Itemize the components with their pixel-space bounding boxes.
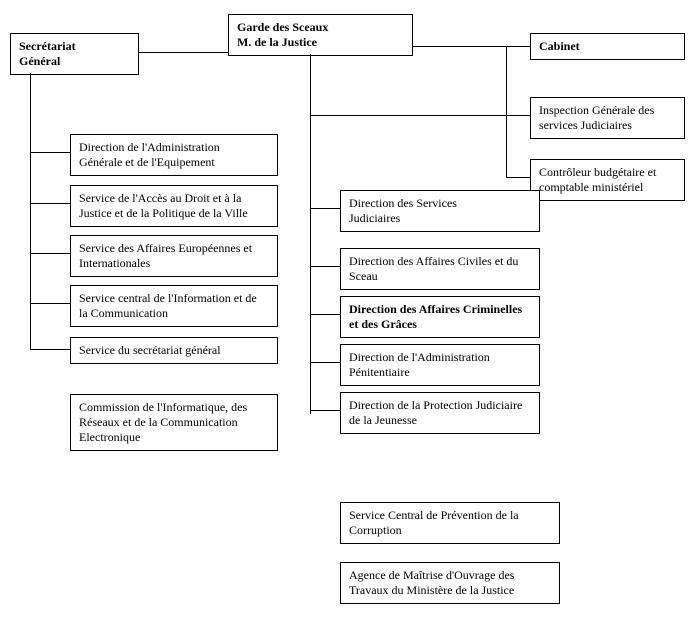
node-title-line2: Général [19,54,60,68]
node-text-l1: Inspection Générale des [539,103,654,117]
node-text-l1: Direction des Affaires Criminelles [349,302,522,316]
node-text-l2: de la Jeunesse [349,413,417,427]
connector [30,303,70,304]
node-service-prevention-corruption: Service Central de Prévention de la Corr… [340,502,560,544]
node-text-l2: Judiciaires [349,211,400,225]
connector [506,115,530,116]
connector [310,410,340,411]
node-garde-sceaux: Garde des Sceaux M. de la Justice [228,14,413,56]
connector [310,266,340,267]
connector [310,362,340,363]
node-text-l2: Internationales [79,256,150,270]
connector [30,152,70,153]
node-sg-acces-droit: Service de l'Accès au Droit et à la Just… [70,185,278,227]
node-text-l1: Direction de l'Administration [79,140,220,154]
node-text-l1: Direction des Services [349,196,457,210]
connector [310,314,340,315]
node-text-l1: Service de l'Accès au Droit et à la [79,191,241,205]
node-cabinet: Cabinet [530,33,685,60]
node-text-l1: Service Central de Prévention de la [349,508,519,522]
node-sg-direction-administration: Direction de l'Administration Générale e… [70,134,278,176]
node-sg-commission-informatique: Commission de l'Informatique, des Réseau… [70,394,278,451]
connector [413,46,530,47]
node-text-l1: Direction de l'Administration [349,350,490,364]
connector [30,253,70,254]
node-text-l1: Contrôleur budgétaire et [539,165,656,179]
connector [139,52,228,53]
node-text-l2: Pénitentiaire [349,365,410,379]
node-text-l2: comptable ministériel [539,180,643,194]
node-title-line1: Secrétariat [19,39,76,53]
node-title-line2: M. de la Justice [237,35,317,49]
node-text-l2: Générale et de l'Equipement [79,155,215,169]
node-text-l1: Service des Affaires Européennes et [79,241,252,255]
node-sg-information-communication: Service central de l'Information et de l… [70,285,278,327]
node-direction-affaires-criminelles: Direction des Affaires Criminelles et de… [340,296,540,338]
node-sg-affaires-europeennes: Service des Affaires Européennes et Inte… [70,235,278,277]
connector [310,115,506,116]
node-sg-secretariat-general-service: Service du secrétariat général [70,337,278,364]
node-text-l1: Direction des Affaires Civiles et du [349,254,518,268]
node-text-l2: et des Grâces [349,317,417,331]
node-text-l2: Justice et de la Politique de la Ville [79,206,248,220]
node-direction-services-judiciaires: Direction des Services Judiciaires [340,190,540,232]
node-text-l2: Réseaux et de la Communication [79,415,238,429]
node-text-l2: Corruption [349,523,402,537]
connector [310,208,340,209]
node-cab-controleur-budgetaire: Contrôleur budgétaire et comptable minis… [530,159,685,201]
node-text-l2: Travaux du Ministère de la Justice [349,583,514,597]
node-title-line1: Cabinet [539,39,580,53]
connector [30,349,70,350]
connector [506,46,507,177]
node-cab-inspection-generale: Inspection Générale des services Judicia… [530,97,685,139]
node-title-line1: Garde des Sceaux [237,20,328,34]
connector [506,177,530,178]
node-text-l1: Direction de la Protection Judiciaire [349,398,522,412]
node-text-l2: Sceau [349,269,378,283]
node-direction-administration-penitentiaire: Direction de l'Administration Pénitentia… [340,344,540,386]
connector [310,54,311,414]
node-text-l1: Agence de Maîtrise d'Ouvrage des [349,568,514,582]
node-text-l3: Electronique [79,430,140,444]
node-direction-affaires-civiles: Direction des Affaires Civiles et du Sce… [340,248,540,290]
connector [30,203,70,204]
node-text-l1: Service central de l'Information et de [79,291,257,305]
node-text-l2: services Judiciaires [539,118,632,132]
connector [30,73,31,349]
node-text-l2: la Communication [79,306,168,320]
node-agence-maitrise-ouvrage: Agence de Maîtrise d'Ouvrage des Travaux… [340,562,560,604]
node-secretariat-general: Secrétariat Général [10,33,139,75]
node-text-l1: Service du secrétariat général [79,343,221,357]
node-direction-protection-judiciaire: Direction de la Protection Judiciaire de… [340,392,540,434]
node-text-l1: Commission de l'Informatique, des [79,400,247,414]
